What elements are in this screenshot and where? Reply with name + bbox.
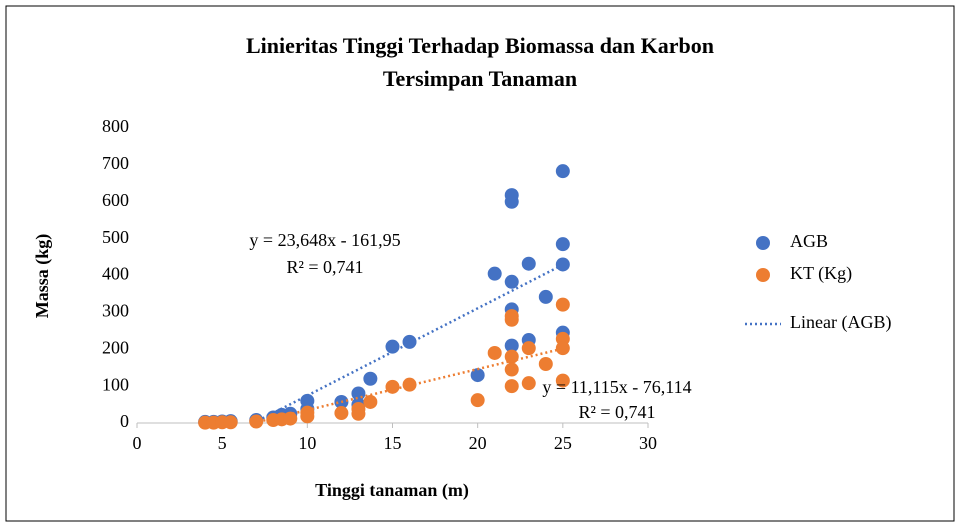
y-tick-label: 100	[102, 374, 129, 394]
point	[223, 415, 238, 430]
point	[504, 274, 519, 289]
point	[351, 406, 366, 421]
point	[385, 379, 400, 394]
point	[521, 376, 536, 391]
legend-label: Linear (AGB)	[790, 312, 891, 333]
y-tick-label: 800	[102, 116, 129, 136]
point	[402, 377, 417, 392]
x-axis-label: Tinggi tanaman (m)	[315, 480, 469, 501]
y-tick-label: 300	[102, 301, 129, 321]
y-tick-label: 700	[102, 153, 129, 173]
point	[521, 256, 536, 271]
point	[538, 289, 553, 304]
legend-marker	[756, 236, 770, 250]
point	[470, 368, 485, 383]
point	[363, 394, 378, 409]
x-tick-label: 10	[298, 433, 316, 453]
point	[487, 266, 502, 281]
point	[555, 373, 570, 388]
y-tick-label: 400	[102, 264, 129, 284]
point	[249, 414, 264, 429]
point	[504, 349, 519, 364]
x-tick-label: 0	[133, 433, 142, 453]
point	[538, 357, 553, 371]
point	[283, 411, 298, 426]
y-axis-label: Massa (kg)	[32, 234, 53, 319]
chart-title: Tersimpan Tanaman	[383, 66, 577, 91]
point	[385, 339, 400, 354]
legend-label: AGB	[790, 231, 828, 251]
trendline-equation: y = 11,115x - 76,114	[542, 377, 691, 397]
y-tick-label: 500	[102, 227, 129, 247]
point	[504, 312, 519, 327]
point	[555, 257, 570, 272]
point	[555, 237, 570, 252]
point	[555, 297, 570, 312]
point	[334, 406, 349, 421]
trendline-r2: R² = 0,741	[578, 402, 655, 422]
point	[363, 371, 378, 386]
x-tick-label: 15	[384, 433, 402, 453]
x-tick-label: 20	[469, 433, 487, 453]
x-tick-label: 30	[639, 433, 657, 453]
point	[402, 334, 417, 349]
point	[300, 409, 315, 424]
point	[504, 194, 519, 209]
y-tick-label: 0	[120, 411, 129, 431]
legend-label: KT (Kg)	[790, 263, 852, 284]
point	[504, 362, 519, 377]
point	[521, 341, 536, 356]
trendline-r2: R² = 0,741	[286, 257, 363, 277]
point	[504, 379, 519, 394]
chart-border	[5, 5, 955, 522]
point	[504, 338, 519, 353]
chart-title: Linieritas Tinggi Terhadap Biomassa dan …	[246, 33, 714, 58]
x-tick-label: 25	[554, 433, 572, 453]
legend-marker	[756, 268, 770, 282]
y-tick-label: 600	[102, 190, 129, 210]
point	[470, 393, 485, 408]
point	[555, 341, 570, 356]
y-tick-label: 200	[102, 337, 129, 357]
trendline-equation: y = 23,648x - 161,95	[249, 230, 400, 250]
x-tick-label: 5	[218, 433, 227, 453]
point	[487, 345, 502, 360]
point	[555, 164, 570, 179]
